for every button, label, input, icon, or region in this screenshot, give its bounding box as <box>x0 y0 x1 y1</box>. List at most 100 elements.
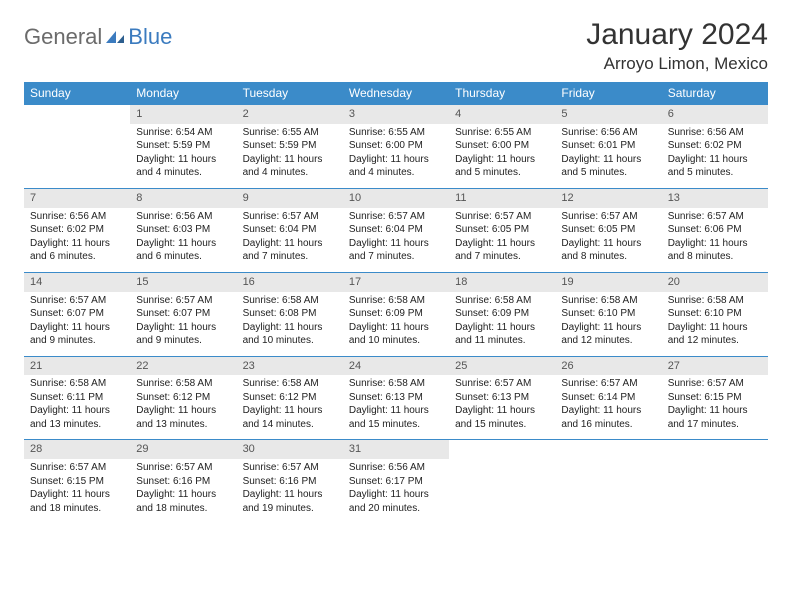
day-number: 10 <box>343 189 449 208</box>
day-line: and 5 minutes. <box>668 166 762 180</box>
day-number-cell: 31 <box>343 440 449 459</box>
day-line: Sunset: 6:16 PM <box>243 475 337 489</box>
day-number: 23 <box>237 357 343 376</box>
day-line: Daylight: 11 hours <box>30 404 124 418</box>
day-content-cell: Sunrise: 6:57 AMSunset: 6:15 PMDaylight:… <box>662 375 768 440</box>
day-line: Daylight: 11 hours <box>668 153 762 167</box>
day-number: 1 <box>130 105 236 124</box>
day-number: 22 <box>130 357 236 376</box>
day-line: Sunrise: 6:57 AM <box>243 210 337 224</box>
day-content-cell: Sunrise: 6:57 AMSunset: 6:05 PMDaylight:… <box>449 208 555 273</box>
weekday-header: Thursday <box>449 82 555 105</box>
day-line: Sunset: 6:00 PM <box>349 139 443 153</box>
day-content: Sunrise: 6:57 AMSunset: 6:07 PMDaylight:… <box>24 292 130 356</box>
day-line: Daylight: 11 hours <box>455 153 549 167</box>
day-number: 21 <box>24 357 130 376</box>
day-content-cell: Sunrise: 6:58 AMSunset: 6:09 PMDaylight:… <box>343 292 449 357</box>
day-content-cell: Sunrise: 6:57 AMSunset: 6:05 PMDaylight:… <box>555 208 661 273</box>
week-number-row: 123456 <box>24 105 768 124</box>
day-line: Sunrise: 6:58 AM <box>30 377 124 391</box>
day-line: Daylight: 11 hours <box>668 404 762 418</box>
day-line: Daylight: 11 hours <box>561 237 655 251</box>
day-content: Sunrise: 6:56 AMSunset: 6:02 PMDaylight:… <box>24 208 130 272</box>
week-number-row: 28293031 <box>24 440 768 459</box>
day-line: Sunrise: 6:58 AM <box>561 294 655 308</box>
week-number-row: 21222324252627 <box>24 356 768 375</box>
day-line: Sunrise: 6:58 AM <box>136 377 230 391</box>
day-content-cell: Sunrise: 6:57 AMSunset: 6:04 PMDaylight:… <box>343 208 449 273</box>
day-number-cell: 18 <box>449 272 555 291</box>
day-number-cell: 11 <box>449 188 555 207</box>
day-number-cell <box>662 440 768 459</box>
day-content-cell: Sunrise: 6:58 AMSunset: 6:09 PMDaylight:… <box>449 292 555 357</box>
day-line: Sunset: 6:15 PM <box>668 391 762 405</box>
weekday-header: Friday <box>555 82 661 105</box>
empty-day-content <box>662 459 768 515</box>
day-number-cell: 9 <box>237 188 343 207</box>
day-line: and 5 minutes. <box>455 166 549 180</box>
day-content-cell: Sunrise: 6:57 AMSunset: 6:07 PMDaylight:… <box>130 292 236 357</box>
day-line: Sunset: 6:04 PM <box>243 223 337 237</box>
day-line: Sunset: 6:02 PM <box>668 139 762 153</box>
day-number: 15 <box>130 273 236 292</box>
week-content-row: Sunrise: 6:54 AMSunset: 5:59 PMDaylight:… <box>24 124 768 189</box>
day-content-cell: Sunrise: 6:57 AMSunset: 6:04 PMDaylight:… <box>237 208 343 273</box>
day-content: Sunrise: 6:58 AMSunset: 6:12 PMDaylight:… <box>237 375 343 439</box>
week-content-row: Sunrise: 6:58 AMSunset: 6:11 PMDaylight:… <box>24 375 768 440</box>
day-line: and 8 minutes. <box>561 250 655 264</box>
day-line: and 15 minutes. <box>455 418 549 432</box>
day-number-cell: 6 <box>662 105 768 124</box>
day-content: Sunrise: 6:54 AMSunset: 5:59 PMDaylight:… <box>130 124 236 188</box>
day-number: 27 <box>662 357 768 376</box>
day-content-cell: Sunrise: 6:56 AMSunset: 6:02 PMDaylight:… <box>662 124 768 189</box>
day-number: 8 <box>130 189 236 208</box>
day-line: Sunrise: 6:58 AM <box>349 377 443 391</box>
day-line: and 12 minutes. <box>668 334 762 348</box>
day-line: Sunset: 6:10 PM <box>561 307 655 321</box>
day-number-cell <box>449 440 555 459</box>
day-content-cell: Sunrise: 6:58 AMSunset: 6:13 PMDaylight:… <box>343 375 449 440</box>
day-number: 30 <box>237 440 343 459</box>
day-line: Sunset: 6:02 PM <box>30 223 124 237</box>
day-line: and 5 minutes. <box>561 166 655 180</box>
day-line: Sunset: 6:07 PM <box>136 307 230 321</box>
day-line: Sunset: 6:12 PM <box>136 391 230 405</box>
day-line: and 18 minutes. <box>136 502 230 516</box>
day-number-cell: 26 <box>555 356 661 375</box>
day-line: Sunset: 6:17 PM <box>349 475 443 489</box>
day-number: 31 <box>343 440 449 459</box>
day-number: 14 <box>24 273 130 292</box>
day-line: and 4 minutes. <box>136 166 230 180</box>
day-line: Daylight: 11 hours <box>561 153 655 167</box>
day-content-cell: Sunrise: 6:58 AMSunset: 6:10 PMDaylight:… <box>662 292 768 357</box>
day-line: Daylight: 11 hours <box>136 237 230 251</box>
day-number: 28 <box>24 440 130 459</box>
day-line: Sunset: 6:11 PM <box>30 391 124 405</box>
day-line: and 10 minutes. <box>243 334 337 348</box>
day-number-cell: 30 <box>237 440 343 459</box>
day-number-cell: 22 <box>130 356 236 375</box>
day-number-cell: 7 <box>24 188 130 207</box>
day-line: and 6 minutes. <box>30 250 124 264</box>
day-content: Sunrise: 6:56 AMSunset: 6:03 PMDaylight:… <box>130 208 236 272</box>
day-content-cell: Sunrise: 6:55 AMSunset: 6:00 PMDaylight:… <box>449 124 555 189</box>
day-line: Sunrise: 6:55 AM <box>243 126 337 140</box>
day-content-cell: Sunrise: 6:58 AMSunset: 6:10 PMDaylight:… <box>555 292 661 357</box>
title-block: January 2024 Arroyo Limon, Mexico <box>586 18 768 74</box>
day-line: Daylight: 11 hours <box>455 237 549 251</box>
day-line: and 7 minutes. <box>243 250 337 264</box>
day-number-cell: 17 <box>343 272 449 291</box>
day-line: Daylight: 11 hours <box>136 153 230 167</box>
day-line: Daylight: 11 hours <box>136 321 230 335</box>
day-content-cell <box>662 459 768 523</box>
day-line: and 10 minutes. <box>349 334 443 348</box>
month-title: January 2024 <box>586 18 768 52</box>
day-number: 25 <box>449 357 555 376</box>
day-content: Sunrise: 6:58 AMSunset: 6:13 PMDaylight:… <box>343 375 449 439</box>
day-line: and 17 minutes. <box>668 418 762 432</box>
day-number-cell: 1 <box>130 105 236 124</box>
day-content-cell <box>555 459 661 523</box>
day-content-cell: Sunrise: 6:57 AMSunset: 6:06 PMDaylight:… <box>662 208 768 273</box>
day-content: Sunrise: 6:58 AMSunset: 6:10 PMDaylight:… <box>662 292 768 356</box>
day-content: Sunrise: 6:57 AMSunset: 6:04 PMDaylight:… <box>343 208 449 272</box>
